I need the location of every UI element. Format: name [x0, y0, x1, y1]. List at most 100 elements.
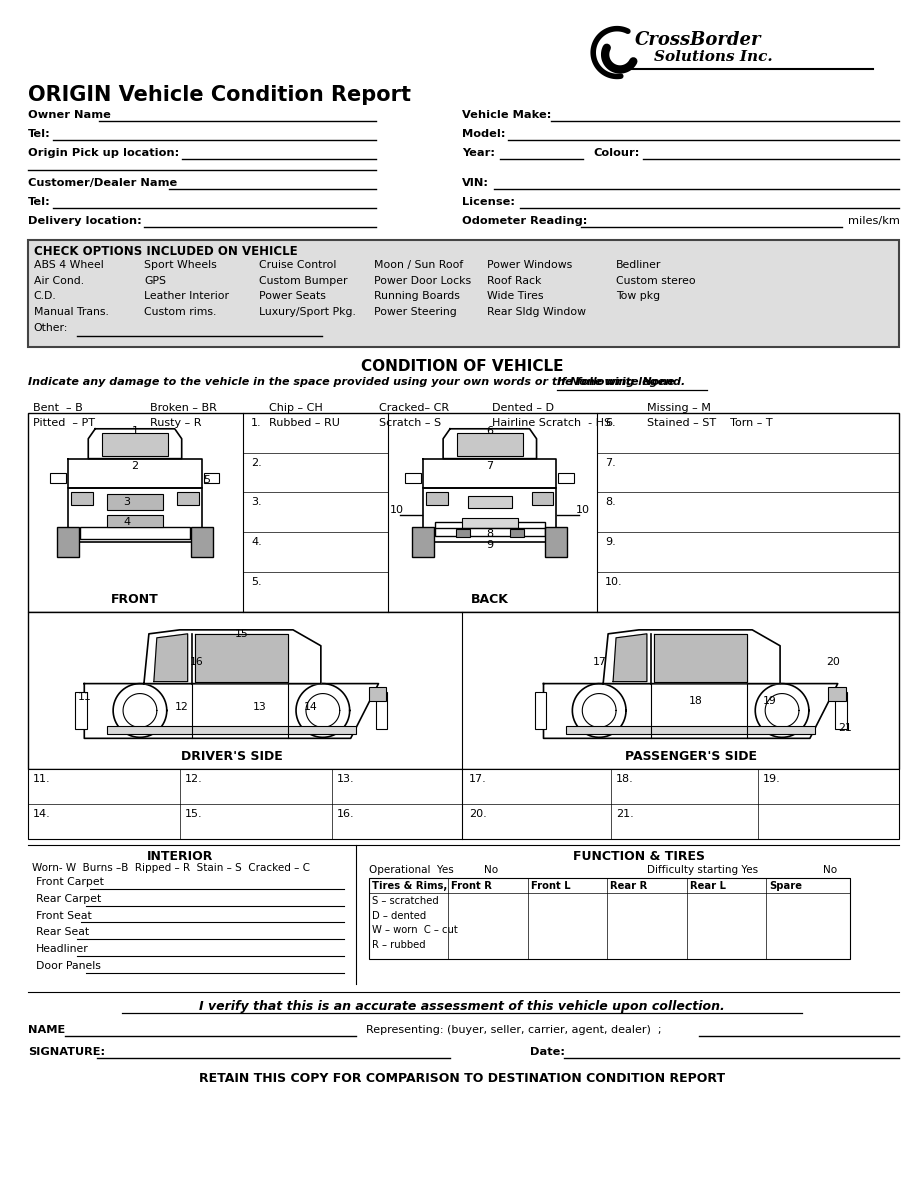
Text: Power Door Locks: Power Door Locks [373, 275, 470, 286]
Bar [28, 769, 899, 838]
Bar [426, 493, 448, 506]
Polygon shape [603, 630, 780, 684]
Bar [531, 493, 553, 506]
Text: 13: 13 [252, 702, 266, 712]
Text: Spare: Spare [769, 880, 802, 891]
Bar [80, 527, 189, 539]
Bar [190, 527, 213, 557]
Text: Luxury/Sport Pkg.: Luxury/Sport Pkg. [260, 307, 356, 317]
Text: 9: 9 [486, 541, 493, 550]
Text: 7.: 7. [605, 458, 616, 468]
Text: 16: 16 [189, 657, 203, 666]
Text: 14: 14 [304, 702, 318, 712]
Text: 3: 3 [124, 498, 130, 507]
Text: Rear R: Rear R [610, 880, 648, 891]
Text: W – worn  C – cut: W – worn C – cut [371, 926, 457, 935]
Bar [71, 493, 93, 506]
Polygon shape [423, 458, 556, 488]
Bar [176, 493, 199, 506]
Text: 8.: 8. [605, 498, 616, 507]
Text: Power Steering: Power Steering [373, 307, 456, 317]
Polygon shape [123, 694, 157, 727]
Polygon shape [113, 684, 167, 738]
Text: 17.: 17. [469, 774, 487, 785]
Bar [456, 530, 470, 537]
Text: Dented – D: Dented – D [492, 403, 553, 413]
Text: 5: 5 [203, 475, 210, 484]
Bar [566, 726, 815, 734]
Text: NAME: NAME [28, 1025, 65, 1035]
Bar [107, 494, 163, 511]
Polygon shape [572, 684, 626, 738]
Text: 14.: 14. [32, 808, 50, 819]
Text: Difficulty starting Yes: Difficulty starting Yes [647, 865, 758, 874]
Text: ORIGIN Vehicle Condition Report: ORIGIN Vehicle Condition Report [28, 85, 410, 105]
Bar [28, 413, 899, 612]
Text: 21.: 21. [616, 808, 634, 819]
Bar [412, 527, 434, 557]
Text: 6: 6 [486, 426, 493, 435]
Bar [468, 496, 512, 508]
Text: Custom Bumper: Custom Bumper [260, 275, 347, 286]
Text: Missing – M: Missing – M [647, 403, 711, 413]
Text: Bedliner: Bedliner [616, 260, 662, 269]
Text: Scratch – S: Scratch – S [379, 417, 441, 428]
Text: Sport Wheels: Sport Wheels [144, 260, 216, 269]
Text: Rear Sldg Window: Rear Sldg Window [487, 307, 586, 317]
Text: SIGNATURE:: SIGNATURE: [28, 1046, 104, 1057]
Text: Tel:: Tel: [28, 197, 51, 207]
Bar [423, 488, 556, 542]
Text: 18: 18 [688, 696, 702, 706]
Text: FUNCTION & TIRES: FUNCTION & TIRES [573, 850, 705, 862]
Text: Roof Rack: Roof Rack [487, 275, 541, 286]
Text: Wide Tires: Wide Tires [487, 292, 543, 301]
Text: 2.: 2. [251, 458, 262, 468]
Text: Front L: Front L [530, 880, 570, 891]
Text: 1: 1 [131, 426, 139, 435]
Text: Rusty – R: Rusty – R [150, 417, 201, 428]
Bar [107, 515, 163, 527]
Text: CONDITION OF VEHICLE: CONDITION OF VEHICLE [360, 359, 564, 374]
Text: 6.: 6. [605, 417, 615, 428]
Text: CHECK OPTIONS INCLUDED ON VEHICLE: CHECK OPTIONS INCLUDED ON VEHICLE [33, 245, 298, 257]
Text: 1.: 1. [251, 417, 261, 428]
Text: DRIVER'S SIDE: DRIVER'S SIDE [180, 750, 282, 763]
Text: 10.: 10. [605, 578, 623, 587]
Text: 15: 15 [235, 629, 249, 639]
Polygon shape [582, 694, 616, 727]
Text: 10: 10 [389, 506, 404, 515]
Bar [28, 239, 899, 347]
Text: 19.: 19. [763, 774, 781, 785]
Bar [510, 530, 524, 537]
Text: Solutions Inc.: Solutions Inc. [654, 49, 772, 63]
Text: Air Cond.: Air Cond. [33, 275, 84, 286]
Bar [369, 878, 850, 959]
Text: Delivery location:: Delivery location: [28, 215, 141, 226]
Polygon shape [296, 684, 349, 738]
Text: CrossBorder: CrossBorder [635, 31, 761, 49]
Text: Owner Name: Owner Name [28, 110, 111, 121]
Text: Cracked– CR: Cracked– CR [379, 403, 449, 413]
Text: R – rubbed: R – rubbed [371, 940, 425, 951]
Polygon shape [154, 634, 188, 682]
Text: Front Carpet: Front Carpet [36, 877, 103, 886]
Text: Representing: (buyer, seller, carrier, agent, dealer)  ;: Representing: (buyer, seller, carrier, a… [366, 1025, 661, 1035]
Bar [369, 687, 386, 701]
Bar [203, 472, 220, 482]
Text: 17: 17 [592, 657, 606, 666]
Polygon shape [755, 684, 808, 738]
Text: Tow pkg: Tow pkg [616, 292, 660, 301]
Text: RETAIN THIS COPY FOR COMPARISON TO DESTINATION CONDITION REPORT: RETAIN THIS COPY FOR COMPARISON TO DESTI… [199, 1072, 725, 1085]
Text: 20: 20 [826, 657, 840, 666]
Text: Custom stereo: Custom stereo [616, 275, 696, 286]
Text: 18.: 18. [616, 774, 634, 785]
Text: Front Seat: Front Seat [36, 910, 91, 921]
Bar [457, 433, 523, 456]
Text: 5.: 5. [251, 578, 261, 587]
Polygon shape [89, 429, 182, 458]
Text: Door Panels: Door Panels [36, 962, 101, 971]
Polygon shape [84, 684, 379, 738]
Bar [558, 472, 575, 482]
Text: Year:: Year: [462, 148, 495, 158]
Bar [76, 691, 87, 730]
